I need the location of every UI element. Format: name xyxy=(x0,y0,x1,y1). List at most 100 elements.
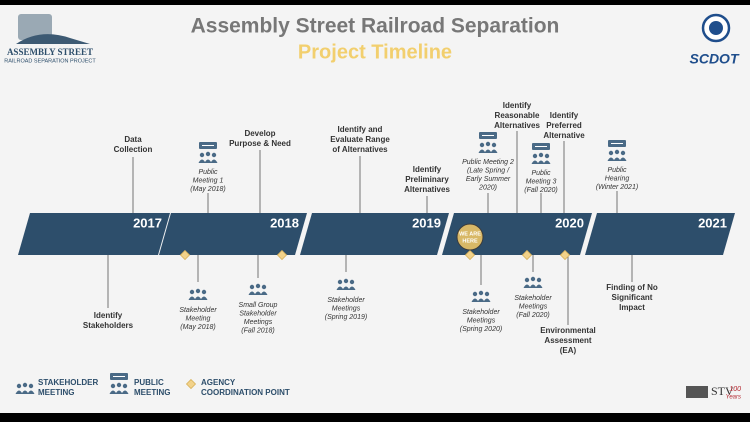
icon-body xyxy=(210,159,218,163)
subtitle: Project Timeline xyxy=(298,41,452,63)
icon-body xyxy=(484,149,492,153)
icon-body xyxy=(535,284,543,288)
event-label: (Fall 2020) xyxy=(516,312,549,319)
coordination-point xyxy=(185,378,197,390)
milestone-label: Collection xyxy=(114,145,153,154)
background xyxy=(0,5,750,413)
icon-body xyxy=(254,291,262,295)
event-label: 2020) xyxy=(478,184,497,191)
icon-head xyxy=(255,283,261,289)
timeline-segment xyxy=(159,213,307,255)
milestone-label: Reasonable xyxy=(495,111,540,120)
milestone-label: Stakeholders xyxy=(83,321,134,330)
event-label: Public Meeting 2 xyxy=(462,159,514,166)
event-label: Stakeholder xyxy=(179,307,217,314)
milestone-label: Identify and xyxy=(338,125,383,134)
icon-head xyxy=(261,284,267,290)
event-label: Public xyxy=(531,170,551,177)
icon-head xyxy=(538,152,544,158)
icon-body xyxy=(200,296,208,300)
icon-body xyxy=(471,298,479,302)
agency-name: SCDOT xyxy=(690,51,740,67)
icon-head xyxy=(122,383,128,389)
event-label: Meetings xyxy=(244,319,273,326)
title: Assembly Street Railroad Separation xyxy=(191,15,560,38)
milestone-label: Preferred xyxy=(546,121,582,130)
milestone-label: Alternative xyxy=(543,131,585,140)
event-label: (Winter 2021) xyxy=(596,184,638,191)
milestone-label: Alternatives xyxy=(404,185,450,194)
icon-body xyxy=(483,298,491,302)
coordination-point xyxy=(179,249,191,261)
badge-text: Years xyxy=(726,395,741,401)
event-label: Meetings xyxy=(519,303,548,310)
event-label: Meetings xyxy=(467,317,496,324)
icon-body xyxy=(619,157,627,161)
legend-label: MEETING xyxy=(38,388,74,397)
milestone-label: Finding of No xyxy=(606,283,658,292)
event-label: Meeting 1 xyxy=(193,177,224,184)
icon-head xyxy=(211,152,217,158)
event-label: Stakeholder xyxy=(462,309,500,316)
year-label: 2021 xyxy=(698,215,727,230)
timeline-segment xyxy=(585,213,735,255)
we-are-here-marker xyxy=(456,223,484,251)
milestone-label: Data xyxy=(124,135,142,144)
year-label: 2017 xyxy=(133,215,162,230)
stv-logo: STV xyxy=(711,384,734,398)
icon-body xyxy=(21,390,29,394)
year-label: 2018 xyxy=(270,215,299,230)
stv-box xyxy=(686,386,708,398)
icon-body xyxy=(543,160,551,164)
event-label: (May 2018) xyxy=(190,186,225,193)
legend: STAKEHOLDERMEETINGPUBLICMEETINGAGENCYCOO… xyxy=(15,373,290,397)
icon-head xyxy=(201,289,207,295)
icon-body xyxy=(490,149,498,153)
icon-body xyxy=(478,149,486,153)
event-label: Early Summer xyxy=(466,176,511,183)
milestone-label: Significant xyxy=(612,293,653,302)
legend-label: STAKEHOLDER xyxy=(38,378,99,387)
icon-body xyxy=(477,298,485,302)
icon-body xyxy=(529,284,537,288)
icon-body xyxy=(15,390,23,394)
logo-subtitle: RAILROAD SEPARATION PROJECT xyxy=(4,58,96,64)
icon-head xyxy=(478,290,484,296)
icon-head xyxy=(532,153,538,159)
icon-body xyxy=(109,390,117,394)
legend-label: MEETING xyxy=(134,388,170,397)
event-label: Small Group xyxy=(239,302,278,309)
logo-train xyxy=(16,34,90,44)
coordination-point xyxy=(559,249,571,261)
milestone-label: Alternatives xyxy=(494,121,540,130)
timeline-segment xyxy=(300,213,449,255)
event-label: Meetings xyxy=(332,305,361,312)
icon-head xyxy=(195,288,201,294)
milestone-label: Assessment xyxy=(544,336,591,345)
year-label: 2019 xyxy=(412,215,441,230)
icon-head xyxy=(349,279,355,285)
icon-body xyxy=(537,160,545,164)
milestone-label: Purpose & Need xyxy=(229,139,291,148)
year-label: 2020 xyxy=(555,215,584,230)
icon-body xyxy=(188,296,196,300)
icon-body xyxy=(336,286,344,290)
milestone-label: Identify xyxy=(94,311,123,320)
we-are-here-label: HERE xyxy=(462,238,478,244)
milestone-label: (EA) xyxy=(560,346,577,355)
icon-head xyxy=(536,277,542,283)
event-label: Hearing xyxy=(605,175,630,182)
icon-head xyxy=(608,150,614,156)
icon-body xyxy=(204,159,212,163)
icon-head xyxy=(620,150,626,156)
event-label: Stakeholder xyxy=(239,310,277,317)
milestone-label: Preliminary xyxy=(405,175,449,184)
event-label: Public xyxy=(198,169,218,176)
icon-head xyxy=(472,291,478,297)
milestone-label: Develop xyxy=(244,129,275,138)
icon-body xyxy=(342,286,350,290)
icon-head xyxy=(199,152,205,158)
